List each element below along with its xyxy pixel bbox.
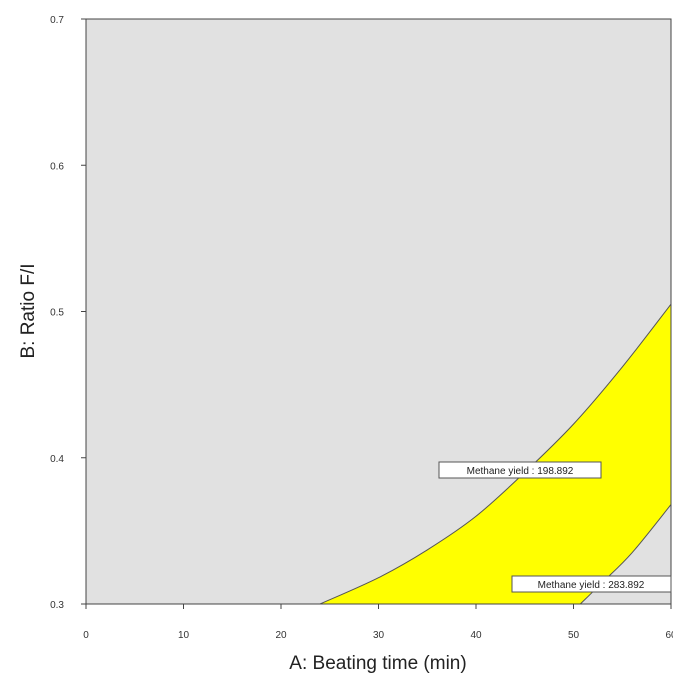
y-tick-label: 0.5 <box>50 308 64 319</box>
x-tick-label: 20 <box>275 630 287 641</box>
y-tick-label: 0.4 <box>50 454 64 465</box>
y-tick-label: 0.7 <box>50 15 64 26</box>
contour-line-283 <box>579 504 672 605</box>
contour-label-198: Methane yield : 198.892 <box>438 461 602 479</box>
y-tick-label: 0.6 <box>50 161 64 172</box>
x-tick-label: 30 <box>373 630 385 641</box>
x-tick-label: 0 <box>83 630 89 641</box>
x-tick-label: 60 <box>665 630 673 641</box>
y-axis-title: B: Ratio F/I <box>18 263 39 358</box>
x-axis-title: A: Beating time (min) <box>289 653 466 674</box>
x-tick-label: 10 <box>178 630 190 641</box>
x-tick-label: 40 <box>470 630 482 641</box>
contour-line-198 <box>319 303 672 605</box>
contour-label-198-text: Methane yield : 198.892 <box>467 466 574 477</box>
y-axis-ticks: 0.3 0.4 0.5 0.6 0.7 <box>50 15 86 611</box>
x-tick-label: 50 <box>568 630 580 641</box>
x-axis-ticks: 0 10 20 30 40 50 60 <box>83 604 673 641</box>
contour-label-283: Methane yield : 283.892 <box>511 575 672 593</box>
contour-label-283-text: Methane yield : 283.892 <box>538 580 645 591</box>
feasible-region <box>320 304 671 604</box>
plot-frame <box>85 18 672 605</box>
y-tick-label: 0.3 <box>50 600 64 611</box>
